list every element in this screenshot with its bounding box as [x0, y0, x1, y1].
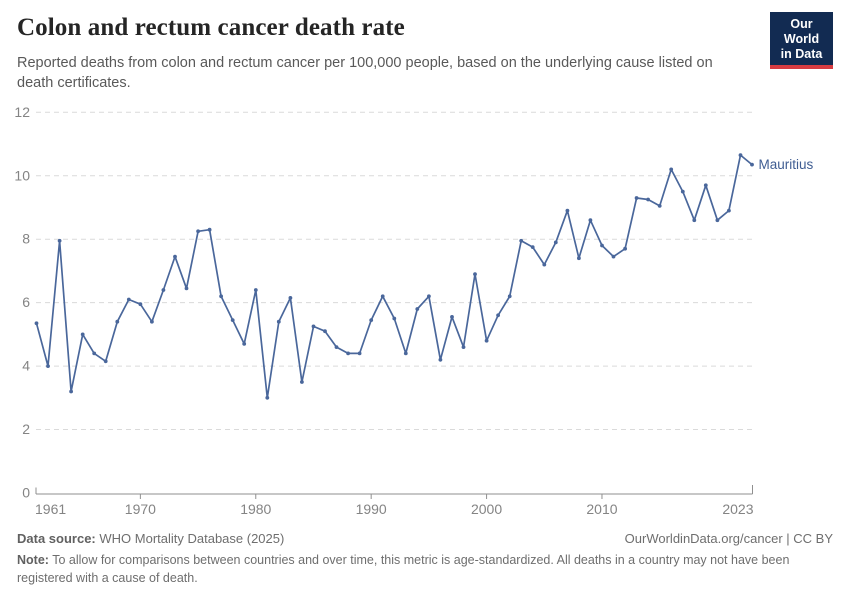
owid-logo[interactable]: Our World in Data — [770, 12, 833, 70]
data-point-marker[interactable] — [265, 395, 270, 400]
data-point-marker[interactable] — [150, 319, 154, 324]
data-point-marker[interactable] — [611, 254, 616, 259]
data-point-marker[interactable] — [253, 288, 258, 292]
y-tick-label: 2 — [22, 421, 30, 437]
data-point-marker[interactable] — [565, 208, 570, 213]
data-point-marker[interactable] — [461, 345, 466, 349]
data-point-marker[interactable] — [80, 332, 85, 337]
data-point-marker[interactable] — [323, 329, 327, 334]
data-point-marker[interactable] — [473, 272, 477, 276]
y-tick-label: 8 — [22, 231, 30, 247]
data-point-marker[interactable] — [184, 286, 189, 291]
data-point-marker[interactable] — [219, 294, 224, 299]
chart-footer: Data source: WHO Mortality Database (202… — [17, 531, 833, 587]
data-point-marker[interactable] — [92, 351, 97, 356]
data-point-marker[interactable] — [484, 338, 489, 343]
y-tick-label: 10 — [14, 167, 30, 183]
data-point-marker[interactable] — [369, 318, 374, 322]
data-point-marker[interactable] — [623, 246, 627, 251]
data-point-marker[interactable] — [530, 245, 535, 250]
y-tick-label: 6 — [22, 294, 30, 310]
x-tick-label: 1961 — [35, 501, 66, 517]
data-point-marker[interactable] — [288, 296, 293, 300]
data-point-marker[interactable] — [680, 189, 685, 194]
data-point-marker[interactable] — [173, 254, 177, 259]
data-point-marker[interactable] — [507, 294, 512, 299]
data-point-marker[interactable] — [346, 351, 350, 356]
data-point-marker[interactable] — [392, 316, 397, 321]
data-source-line: Data source: WHO Mortality Database (202… — [17, 531, 284, 546]
data-point-marker[interactable] — [496, 313, 500, 318]
chart-subtitle: Reported deaths from colon and rectum ca… — [17, 55, 713, 91]
data-point-marker[interactable] — [669, 167, 674, 172]
data-point-marker[interactable] — [600, 243, 604, 248]
data-point-marker[interactable] — [438, 357, 443, 362]
data-point-marker[interactable] — [115, 319, 120, 324]
data-source-label: Data source: — [17, 531, 96, 546]
data-point-marker[interactable] — [450, 315, 454, 319]
data-point-marker[interactable] — [750, 162, 754, 167]
data-point-marker[interactable] — [553, 240, 558, 245]
data-point-marker[interactable] — [542, 262, 547, 267]
data-point-marker[interactable] — [415, 307, 420, 311]
data-point-marker[interactable] — [357, 351, 362, 356]
data-point-marker[interactable] — [276, 319, 281, 324]
data-source-text: WHO Mortality Database (2025) — [99, 531, 285, 546]
data-point-marker[interactable] — [230, 318, 235, 322]
note-text: To allow for comparisons between countri… — [17, 553, 790, 585]
x-tick-label: 2023 — [722, 501, 753, 517]
data-point-marker[interactable] — [311, 324, 316, 329]
page-title: Colon and rectum cancer death rate — [17, 14, 405, 41]
data-point-marker[interactable] — [207, 227, 212, 232]
y-tick-label: 0 — [22, 485, 30, 501]
data-point-marker[interactable] — [196, 229, 201, 234]
data-point-marker[interactable] — [380, 294, 385, 299]
data-point-marker[interactable] — [703, 183, 708, 188]
data-point-marker[interactable] — [103, 359, 108, 364]
data-point-marker[interactable] — [334, 345, 339, 349]
data-point-marker[interactable] — [126, 297, 131, 302]
data-point-marker[interactable] — [657, 204, 662, 208]
data-point-marker[interactable] — [646, 197, 650, 202]
entity-label-mauritius[interactable]: Mauritius — [759, 157, 814, 172]
x-tick-label: 1980 — [240, 501, 271, 517]
data-point-marker[interactable] — [69, 389, 73, 394]
note-line: Note: To allow for comparisons between c… — [17, 552, 833, 587]
x-tick-label: 2000 — [471, 501, 502, 517]
data-point-marker[interactable] — [300, 380, 304, 384]
data-point-marker[interactable] — [715, 218, 720, 223]
data-point-marker[interactable] — [634, 196, 639, 200]
data-point-marker[interactable] — [519, 238, 524, 243]
data-point-marker[interactable] — [242, 342, 247, 346]
x-tick-label: 1990 — [356, 501, 387, 517]
data-point-marker[interactable] — [46, 364, 50, 368]
y-tick-label: 4 — [22, 358, 30, 374]
data-point-marker[interactable] — [427, 294, 431, 299]
owid-logo-line2: in Data — [780, 46, 823, 61]
data-point-marker[interactable] — [161, 288, 166, 292]
data-point-marker[interactable] — [34, 321, 39, 326]
data-point-marker[interactable] — [727, 208, 731, 213]
data-point-marker[interactable] — [138, 302, 143, 307]
owid-logo-line1: Our World — [783, 17, 820, 46]
x-tick-label: 1970 — [125, 501, 156, 517]
data-point-marker[interactable] — [577, 256, 581, 261]
x-tick-label: 2010 — [586, 501, 617, 517]
series-line-mauritius[interactable] — [35, 154, 753, 399]
note-label: Note: — [17, 553, 49, 567]
y-tick-label: 12 — [14, 104, 30, 120]
attribution-link[interactable]: OurWorldinData.org/cancer | CC BY — [624, 531, 833, 546]
data-point-marker[interactable] — [57, 238, 62, 243]
data-point-marker[interactable] — [403, 351, 408, 356]
data-point-marker[interactable] — [692, 218, 697, 223]
data-point-marker[interactable] — [588, 218, 593, 223]
data-point-marker[interactable] — [738, 153, 743, 158]
